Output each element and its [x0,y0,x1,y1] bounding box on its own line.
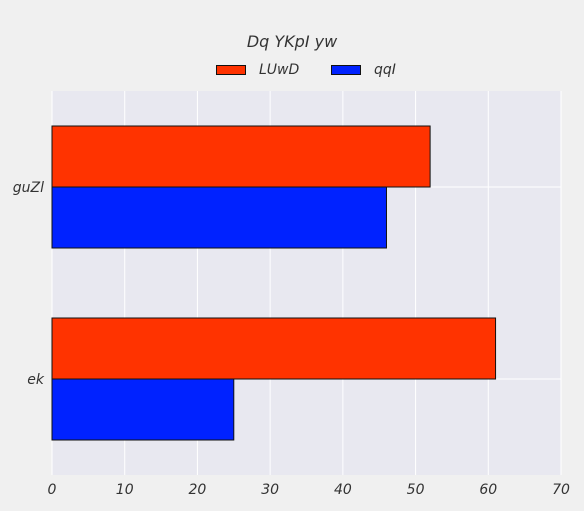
x-tick-label-6: 60 [479,482,497,498]
x-tick-label-5: 50 [407,482,425,498]
x-tick-label-2: 20 [189,482,207,498]
y-tick-label-ek: ek [27,372,45,388]
y-tick-label-guzl: guZl [13,180,44,196]
x-tick-label-3: 30 [261,482,279,498]
legend-label-luwd: LUwD [259,62,300,78]
legend-swatch-qqi [331,65,361,75]
x-tick-label-0: 0 [48,482,57,498]
legend-label-qqi: qqI [374,62,396,78]
bar-luwd-guzl [51,125,431,188]
x-tick-label-1: 10 [116,482,134,498]
bar-qqi-guzl [51,186,387,249]
chart-title: Dq YKpI yw [246,32,338,51]
x-tick-label-7: 70 [552,482,570,498]
bar-qqi-ek [51,378,235,441]
legend-swatch-luwd [216,65,246,75]
x-tick-label-4: 40 [334,482,352,498]
bar-luwd-ek [51,317,497,380]
